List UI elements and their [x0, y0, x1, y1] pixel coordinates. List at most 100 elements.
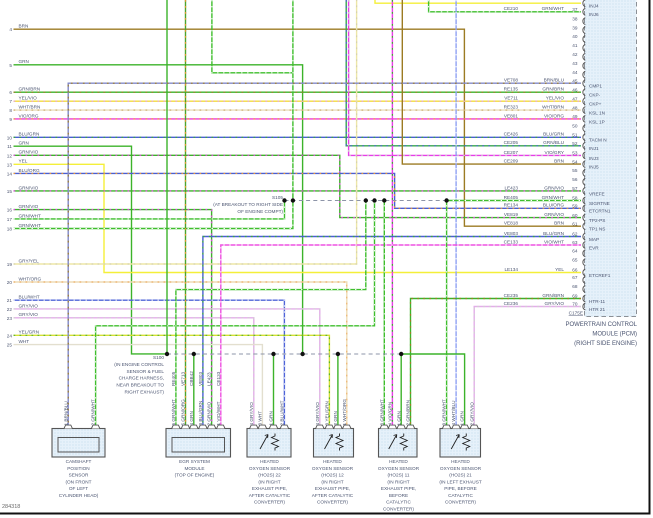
pcm-pin-70-wire-color: GRY/VIO [545, 301, 565, 306]
pcm-pin-38-number: 38 [572, 16, 578, 21]
connector-heated-oxygen-sensor-11-pin-socket-icon [379, 424, 389, 429]
wire-s100-branch-to-ho2s21p1 [401, 353, 466, 429]
pcm-pin-58-signal: SIGRTNE [589, 201, 610, 206]
connector-camshaft-position-sensor-pin-socket-icon [90, 424, 101, 429]
left-pin-11-number: 11 [7, 144, 12, 149]
pcm-pin-65-number: 65 [572, 257, 578, 262]
pcm-pin-48-number: 48 [572, 105, 578, 110]
pcm-pin-60-circuit-id: VE819 [504, 212, 518, 217]
pcm-pin-61-signal: TP1 NS [589, 227, 605, 232]
connector-egr-system-module-inner-box [171, 437, 225, 453]
connector-heated-oxygen-sensor-21-pin-socket-icon [459, 424, 470, 429]
pcm-pin-53-circuit-id: CE207 [504, 150, 519, 155]
pcm-pin-68-socket-icon [582, 285, 586, 293]
pcm-pin-52-signal: INJ1 [589, 146, 599, 151]
wire-top-grnwht-jog-to-s105 [211, 0, 293, 74]
connector-heated-oxygen-sensor-12-pin-socket-icon [342, 424, 352, 429]
pcm-pin-36-socket-icon [582, 0, 586, 8]
pcm-pin-41-socket-icon [582, 44, 586, 52]
connector-egr-system-module-pin-label: 3 BLU/GRN [198, 401, 203, 426]
pcm-pin-45-wire-color: BRN/BLU [544, 78, 565, 83]
connector-heated-oxygen-sensor-22-pin-socket-icon [279, 424, 290, 429]
connector-heated-oxygen-sensor-22-pin-socket-icon [268, 424, 279, 429]
wire-pin22-gryvio-to-ho2s12-trace [13, 308, 321, 429]
left-pin-22-wire-color: GRY/VIO [19, 303, 39, 308]
pcm-pin-52-number: 52 [572, 141, 578, 146]
connector-egr-system-module-pin-socket-icon [216, 424, 226, 429]
connector-heated-oxygen-sensor-12-pin-label: 3 YEL/GRN [325, 401, 330, 425]
connector-heated-oxygen-sensor-22-pin-label: 1 GRN [269, 411, 274, 425]
pcm-pin-66-wire-color: YEL [555, 267, 564, 272]
connector-heated-oxygen-sensor-12: 4 GRY/VIO 3 YEL/GRN 2 GRN 1 WHT/ORG HEATED OX… [312, 399, 355, 505]
pcm-pin-57-socket-icon [582, 187, 586, 195]
connector-heated-oxygen-sensor-11-heater-arrow-icon [388, 434, 398, 450]
wire-pin18-grnwht-to-s105 [13, 200, 294, 230]
connector-heated-oxygen-sensor-21-caption: HEATED [451, 459, 470, 464]
pcm-pin-58-socket-icon [582, 196, 586, 205]
pcm-pin-63-number: 63 [572, 240, 578, 245]
left-pin-10-number: 10 [7, 135, 13, 140]
connector-heated-oxygen-sensor-21-caption: (HO2S) 21 [449, 473, 472, 478]
connector-camshaft-position-sensor-caption: CYLINDER HEAD) [59, 493, 99, 498]
pcm-pin-49-circuit-id: VE801 [504, 113, 518, 118]
connector-heated-oxygen-sensor-21: 3 GRN/WHT 4 WHT/BLU 1 GRN 2 GRY/VIO HEATED OX… [439, 399, 482, 504]
pcm-pin-46-signal: CKP- [589, 93, 601, 98]
left-pin-23-number: 23 [7, 316, 13, 321]
left-pins: 4 BRN 5 GRN 6 GRN/BRN 7 YEL/VIO 8 WHT/BRN 9 VIO/ORG… [7, 24, 42, 348]
splice-S100-label: (IN ENGINE CONTROL [114, 362, 164, 367]
connector-egr-system-module-pin-label: 4 GRN [189, 411, 194, 425]
left-pin-10-wire-color: BLU/GRN [19, 132, 40, 137]
connector-egr-system-module-pin-circuit-id: RE405 [171, 371, 176, 386]
splice-S105-dot [444, 198, 449, 203]
connector-heated-oxygen-sensor-22-heater-arrow-icon [259, 434, 269, 450]
splice-S105: S105 (AT BREAKOUT TO RIGHT SIDE OF ENGINE … [213, 195, 449, 214]
pcm-pin-49-socket-icon [582, 115, 586, 123]
pcm-pin-70-circuit-id: CE236 [504, 301, 519, 306]
pcm-caption: POWERTRAIN CONTROL [565, 322, 637, 328]
pcm-pin-60-socket-icon [582, 213, 586, 222]
wire-pin17-grnwht-to-s105-trace [13, 200, 285, 220]
pcm-pin-53-socket-icon [582, 151, 586, 160]
pcm-pin-59-circuit-id: RE134 [504, 203, 519, 208]
wire-pin16-grnvio-to-egr2-trace [13, 209, 213, 429]
wire-top-brn-to-pcm54 [401, 0, 581, 165]
pcm-pin-60-signal: TP2-PS [589, 218, 605, 223]
connector-egr-system-module-pin-circuit-id: CBB42 [189, 371, 194, 386]
left-pin-13-number: 13 [7, 162, 13, 167]
pcm-pin-69-wire-color: GRN/BRN [542, 293, 564, 298]
pcm-pin-47-circuit-id: VE711 [504, 96, 518, 101]
pcm-pin-57-number: 57 [572, 186, 578, 191]
wire-pin23-gryvio-to-ho2s22-trace [13, 317, 255, 429]
pcm-pin-38-socket-icon [582, 17, 586, 25]
pcm-pin-70-signal: HTR 21 [589, 307, 606, 312]
pcm-pin-49-wire-color: VIO/ORG [544, 113, 564, 118]
pcm-pin-37-wire-color: GRN/WHT [542, 6, 565, 11]
pcm-pin-44-number: 44 [572, 70, 578, 75]
splice-S100-label: NEAR BREAKOUT TO [116, 383, 164, 388]
splice-S105-label: (AT BREAKOUT TO RIGHT SIDE [213, 202, 283, 207]
pcm-pin-66-socket-icon [582, 268, 586, 277]
connector-egr-system-module-caption: EGR SYSTEM [179, 459, 210, 464]
wire-top-yel-to-pcm36 [374, 0, 581, 4]
connector-heated-oxygen-sensor-22-caption: (HO2S) 22 [258, 473, 281, 478]
left-pin-12-wire-color: GRN/VIO [19, 150, 39, 155]
connector-egr-system-module: 6 GRN/WHT RE405 5 GRN/ORG VE713 4 GRN CBB42 3 … [165, 371, 232, 478]
pcm-pin-53-signal: INJ3 [589, 156, 599, 161]
pcm-pin-48-signal: KSL 1N [589, 111, 605, 116]
pcm-pin-42-socket-icon [582, 52, 586, 61]
splice-S100-label: RIGHT EXHAUST) [124, 390, 164, 395]
left-pin-17-number: 17 [7, 217, 13, 222]
connector-heated-oxygen-sensor-21-caption: CATALYTIC [448, 493, 473, 498]
connector-camshaft-position-sensor-caption: (ON FRONT [65, 479, 91, 484]
pcm-pin-51-socket-icon [582, 133, 586, 142]
wire-pin5-grn-to-s100 [13, 64, 304, 354]
pcm-pin-61-number: 61 [572, 221, 578, 226]
pcm-pin-66-number: 66 [572, 268, 578, 273]
splice-S100-label: SENSOR & FUEL [126, 369, 164, 374]
wire-pin12-grnvio-to-pcm60-trace [13, 154, 581, 219]
connector-heated-oxygen-sensor-21-heater-arrow-icon [450, 434, 460, 450]
wire-top-grnblu-to-pcm52-trace [345, 0, 581, 147]
pcm-pins: INJ4 37 CE210 GRN/WHT INJ6 38 39 40 41 42 43 44 45 VE… [504, 0, 638, 347]
left-pin-8-number: 8 [9, 108, 12, 113]
